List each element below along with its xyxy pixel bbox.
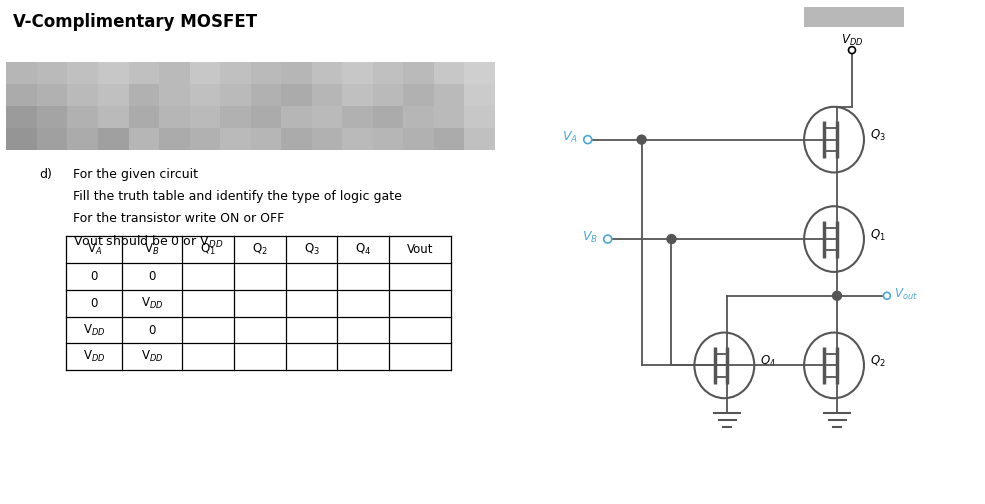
Text: Fill the truth table and identify the type of logic gate: Fill the truth table and identify the ty… — [73, 191, 402, 203]
Bar — [67, 62, 98, 84]
Bar — [343, 84, 373, 106]
Bar — [220, 106, 251, 128]
Bar — [465, 128, 495, 150]
Text: d): d) — [39, 168, 52, 181]
Bar — [251, 84, 282, 106]
Bar — [98, 106, 128, 128]
Text: V$_{DD}$: V$_{DD}$ — [141, 349, 164, 364]
Text: V$_{DD}$: V$_{DD}$ — [141, 296, 164, 311]
Bar — [434, 84, 465, 106]
Text: Q$_3$: Q$_3$ — [303, 242, 319, 257]
Bar — [36, 128, 67, 150]
Text: 0: 0 — [91, 270, 98, 283]
Text: For the given circuit: For the given circuit — [73, 168, 198, 181]
Text: Vout should be 0 or V$_{DD}$: Vout should be 0 or V$_{DD}$ — [73, 234, 224, 250]
Bar — [6, 62, 495, 150]
Text: $Q_3$: $Q_3$ — [870, 128, 886, 143]
Text: V$_{DD}$: V$_{DD}$ — [83, 323, 105, 338]
Bar — [251, 106, 282, 128]
Bar — [434, 128, 465, 150]
Bar — [312, 106, 343, 128]
Bar — [251, 62, 282, 84]
Text: V$_A$: V$_A$ — [561, 130, 578, 145]
Text: V$_{DD}$: V$_{DD}$ — [841, 33, 863, 48]
Bar — [6, 128, 36, 150]
Bar — [404, 84, 434, 106]
Bar — [312, 62, 343, 84]
Text: V$_A$: V$_A$ — [87, 242, 101, 257]
Bar — [282, 106, 312, 128]
Bar — [465, 62, 495, 84]
Bar — [128, 84, 159, 106]
Bar — [434, 106, 465, 128]
Bar — [804, 8, 904, 27]
Text: For the transistor write ON or OFF: For the transistor write ON or OFF — [73, 212, 285, 225]
Text: $Q_2$: $Q_2$ — [870, 354, 886, 369]
Bar — [98, 128, 128, 150]
Bar — [98, 84, 128, 106]
Circle shape — [667, 234, 676, 243]
Circle shape — [832, 291, 841, 300]
Circle shape — [637, 135, 646, 144]
Bar — [312, 84, 343, 106]
Bar — [159, 84, 189, 106]
Text: V$_B$: V$_B$ — [581, 229, 598, 244]
Bar — [434, 62, 465, 84]
Bar — [404, 128, 434, 150]
Text: Q$_4$: Q$_4$ — [356, 242, 371, 257]
Bar — [36, 62, 67, 84]
Bar — [159, 106, 189, 128]
Bar — [404, 62, 434, 84]
Bar — [159, 62, 189, 84]
Text: Vout: Vout — [407, 243, 433, 256]
Bar — [343, 62, 373, 84]
Bar — [67, 106, 98, 128]
Bar — [6, 106, 36, 128]
Bar — [343, 128, 373, 150]
Bar — [373, 62, 404, 84]
Text: V$_{out}$: V$_{out}$ — [893, 287, 918, 302]
Text: V$_B$: V$_B$ — [145, 242, 160, 257]
Bar — [373, 106, 404, 128]
Bar — [465, 84, 495, 106]
Bar — [189, 106, 220, 128]
Bar — [220, 128, 251, 150]
Bar — [282, 62, 312, 84]
Text: 0: 0 — [91, 297, 98, 310]
Text: 0: 0 — [149, 324, 156, 337]
Bar — [159, 128, 189, 150]
Bar — [220, 62, 251, 84]
Bar — [343, 106, 373, 128]
Bar — [189, 84, 220, 106]
Text: Q$_2$: Q$_2$ — [252, 242, 268, 257]
Bar — [251, 128, 282, 150]
Bar — [465, 106, 495, 128]
Bar — [404, 106, 434, 128]
Bar — [189, 62, 220, 84]
Bar — [6, 84, 36, 106]
Bar — [189, 128, 220, 150]
Text: V$_{DD}$: V$_{DD}$ — [83, 349, 105, 364]
Bar — [373, 84, 404, 106]
Bar — [36, 106, 67, 128]
Bar — [282, 128, 312, 150]
Bar — [98, 62, 128, 84]
Text: Q$_1$: Q$_1$ — [200, 242, 216, 257]
Text: $Q_4$: $Q_4$ — [760, 354, 776, 369]
Bar — [128, 62, 159, 84]
Bar — [312, 128, 343, 150]
Bar — [373, 128, 404, 150]
Bar — [67, 84, 98, 106]
Bar — [282, 84, 312, 106]
Bar — [128, 128, 159, 150]
Bar — [6, 62, 36, 84]
Text: V-Complimentary MOSFET: V-Complimentary MOSFET — [14, 13, 257, 31]
Bar — [128, 106, 159, 128]
Bar — [67, 128, 98, 150]
Text: $Q_1$: $Q_1$ — [870, 227, 886, 242]
Bar — [36, 84, 67, 106]
Bar — [220, 84, 251, 106]
Text: 0: 0 — [149, 270, 156, 283]
